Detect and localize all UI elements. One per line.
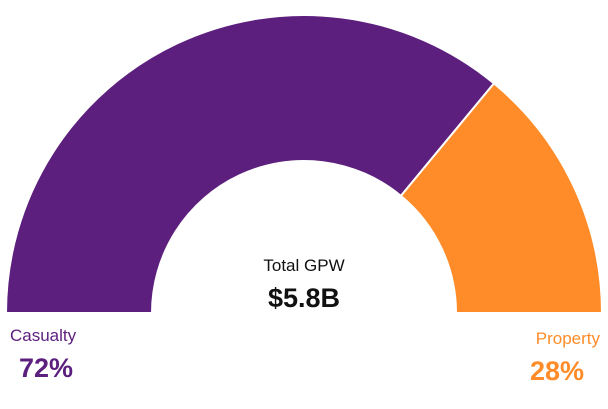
legend-property-label: Property bbox=[535, 329, 600, 348]
slice-property bbox=[399, 81, 604, 314]
slice-casualty bbox=[4, 14, 496, 314]
legend-property-percent: 28% bbox=[529, 356, 584, 386]
legend-casualty-label: Casualty bbox=[10, 326, 77, 345]
legend-casualty: Casualty 72% bbox=[10, 325, 76, 385]
legend-property: Property 28% bbox=[530, 328, 600, 388]
center-value: $5.8B bbox=[267, 283, 341, 313]
center-title: Total GPW bbox=[263, 256, 345, 275]
legend-casualty-percent: 72% bbox=[19, 353, 74, 383]
